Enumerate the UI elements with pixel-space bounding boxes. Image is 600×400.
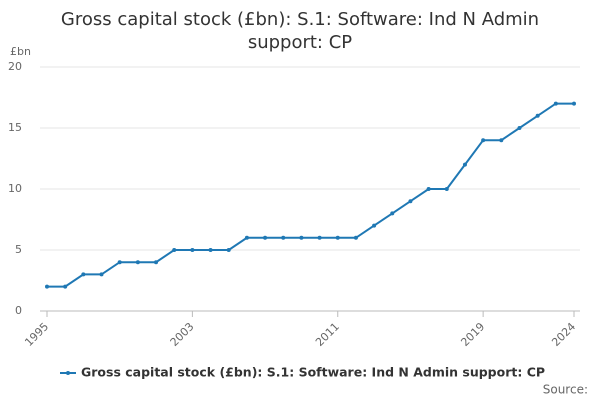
point (208, 248, 213, 252)
point (372, 223, 377, 228)
point (572, 101, 576, 106)
legend-marker (66, 371, 70, 375)
x-tick-label: 2024 (549, 320, 578, 349)
x-tick-label: 2011 (313, 320, 342, 349)
point (190, 248, 195, 252)
point (426, 187, 431, 191)
y-tick-label: 20 (8, 60, 22, 73)
point (553, 101, 558, 106)
x-tick-label: 2003 (168, 320, 197, 349)
point (263, 235, 268, 240)
x-tick-label: 1995 (22, 320, 51, 349)
point (244, 235, 249, 240)
point (481, 138, 486, 143)
point (317, 235, 322, 240)
point (535, 113, 540, 118)
point (154, 260, 159, 265)
point (462, 162, 467, 167)
point (335, 235, 340, 240)
legend-label: Gross capital stock (£bn): S.1: Software… (81, 365, 545, 380)
point (99, 272, 104, 277)
point (408, 199, 413, 204)
chart-title: Gross capital stock (£bn): S.1: Software… (60, 9, 540, 53)
y-tick-label: 10 (8, 182, 22, 195)
point (81, 272, 86, 277)
source: Source: (543, 383, 588, 397)
point (45, 284, 49, 289)
y-tick-label: 15 (8, 121, 22, 134)
point (226, 248, 231, 252)
point (353, 235, 358, 240)
point (299, 235, 304, 240)
point (172, 248, 177, 252)
x-tick-label: 2019 (458, 320, 487, 349)
y-tick-label: 5 (15, 243, 22, 256)
point (390, 211, 395, 216)
point (63, 284, 68, 289)
point (135, 260, 140, 265)
point (281, 235, 286, 240)
point (444, 187, 449, 191)
line (47, 102, 574, 288)
y-tick-label: 0 (15, 304, 22, 317)
point (499, 138, 504, 143)
point (517, 126, 522, 130)
point (117, 260, 122, 265)
y-axis-label: £bn (10, 45, 31, 58)
